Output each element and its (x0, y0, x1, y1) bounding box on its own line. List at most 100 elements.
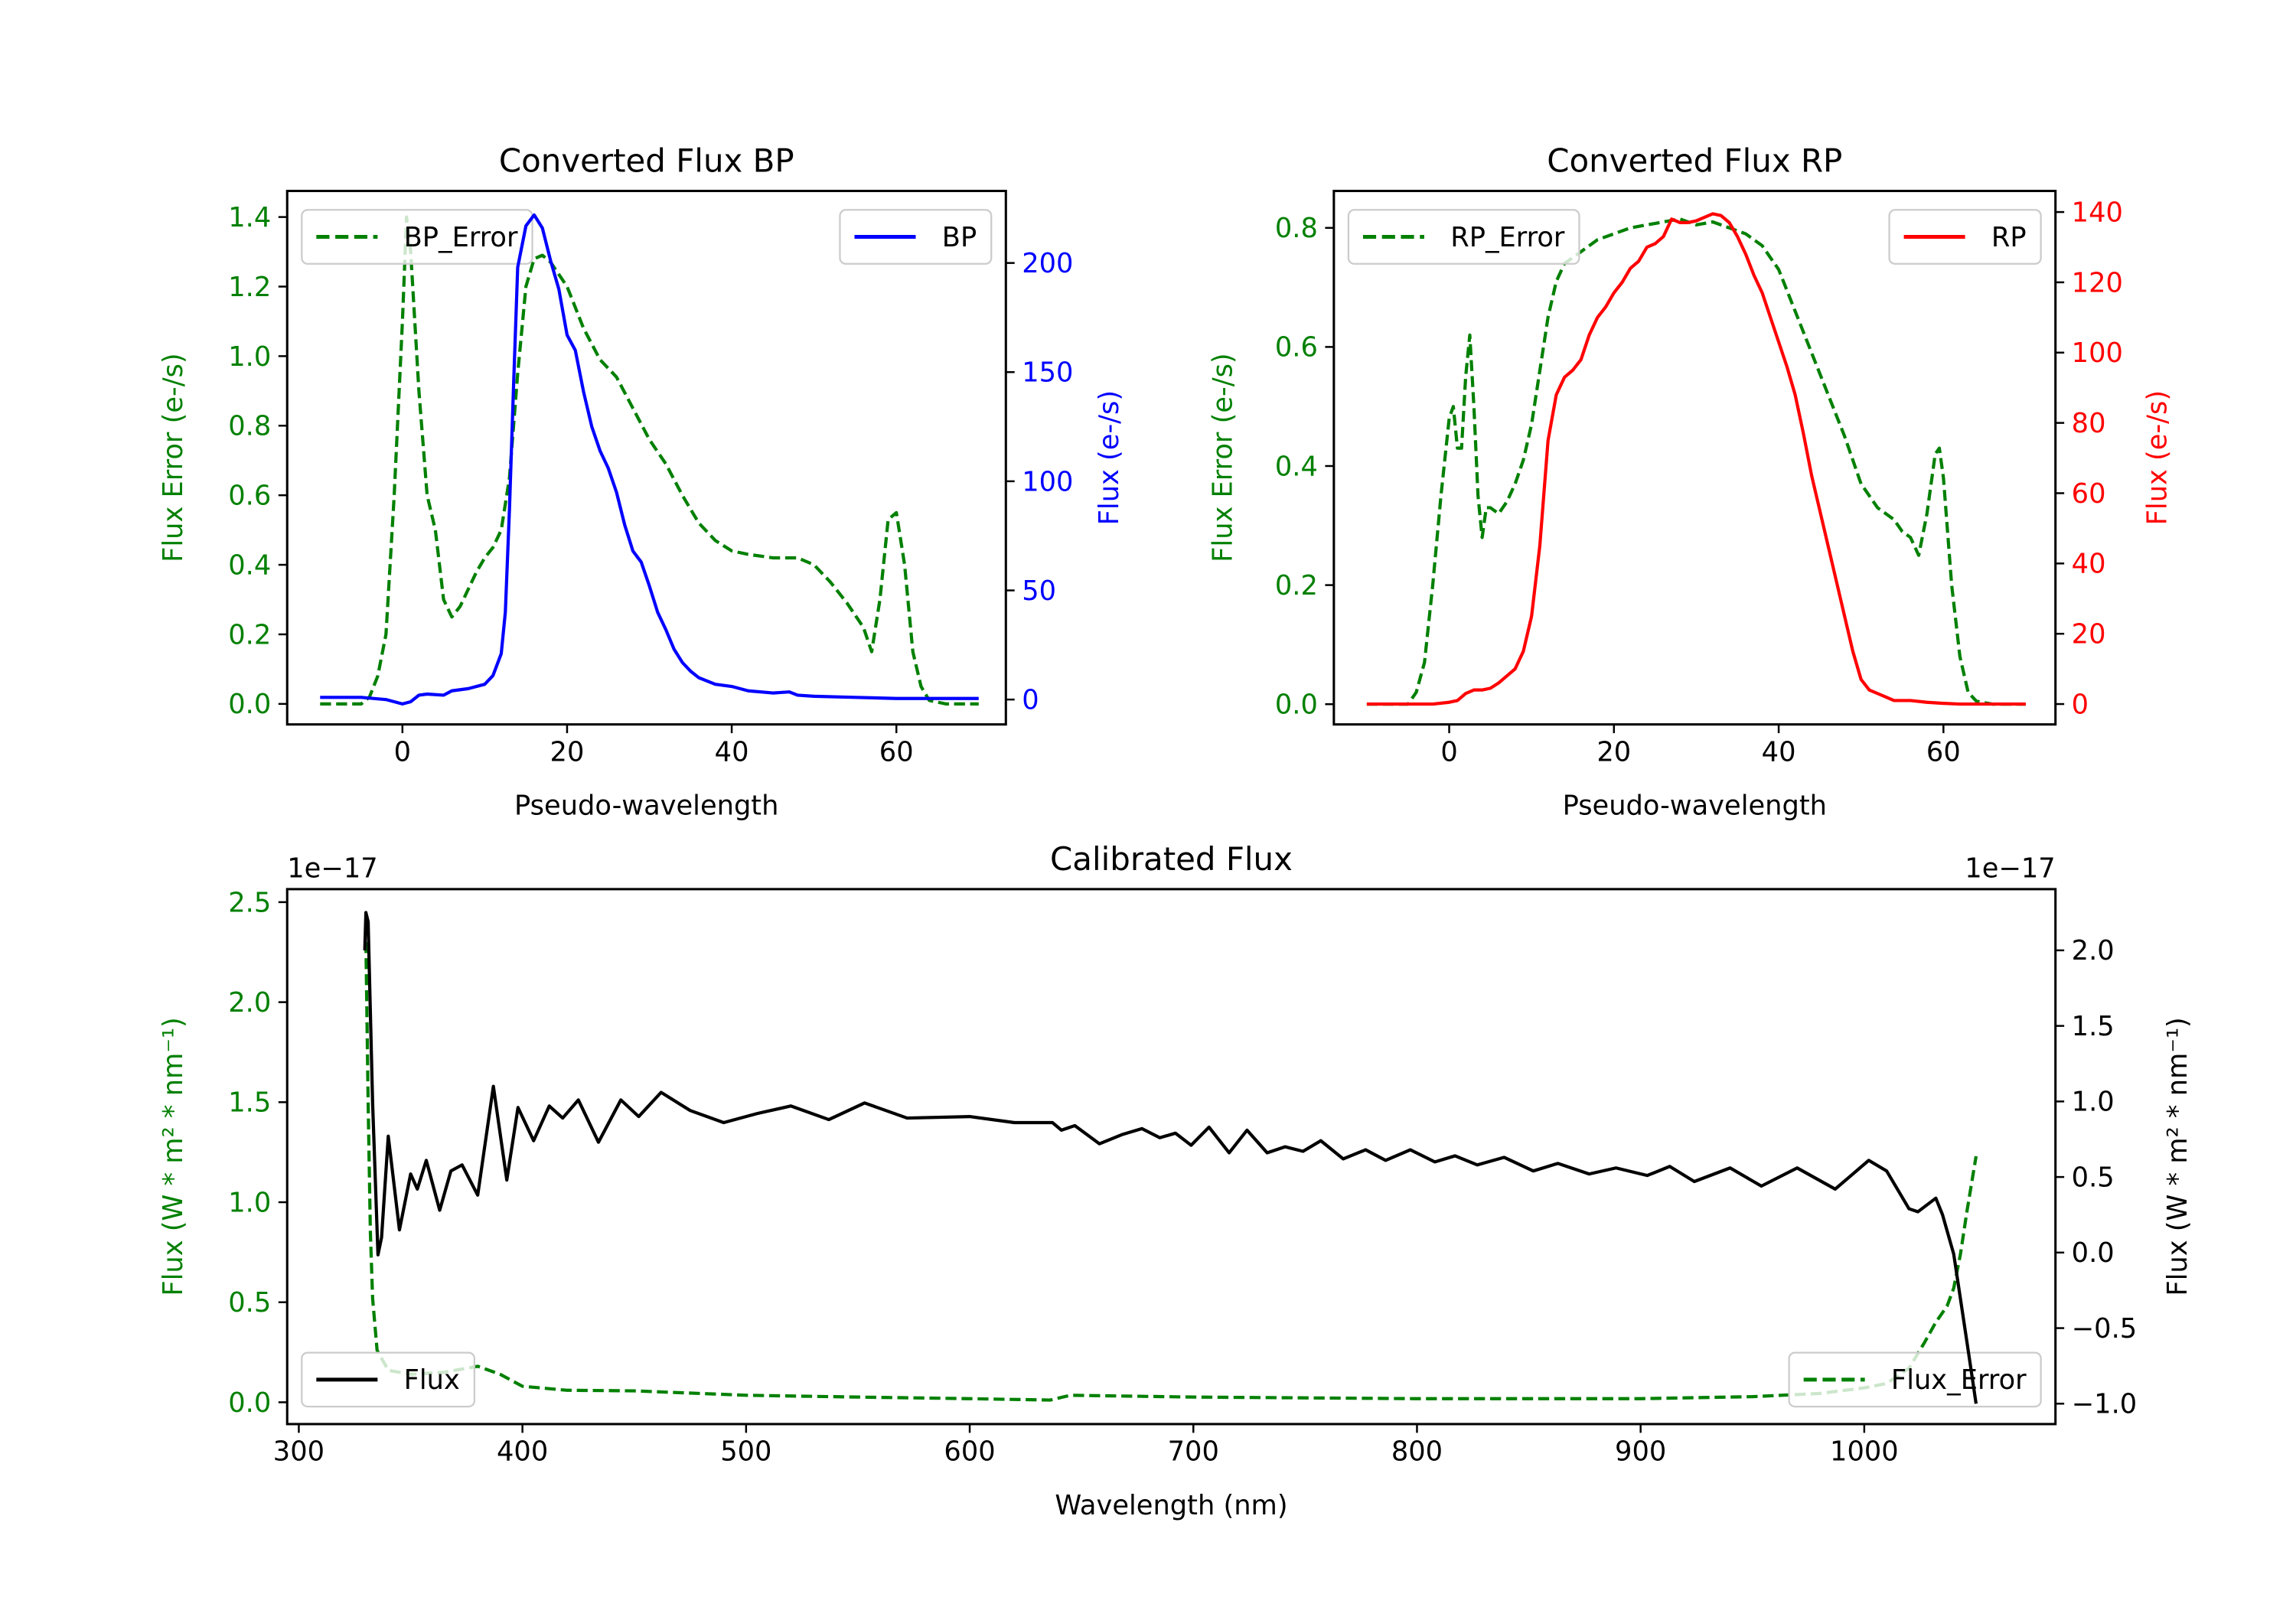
legend-flux: Flux (301, 1351, 476, 1408)
plot-area (287, 191, 1006, 725)
x-tick-label: 1000 (1830, 1436, 1899, 1468)
plot-area (287, 888, 2056, 1424)
chart-title: Calibrated Flux (1050, 840, 1293, 878)
axes-frame (285, 888, 2057, 1426)
y-right-axis-label: Flux (e-/s) (2141, 390, 2173, 525)
y-left-tick-label: 0.8 (228, 411, 271, 442)
y-right-tick-label: −1.0 (2072, 1389, 2138, 1420)
series-line-bp (320, 213, 979, 706)
y-left-tick-label: 0.4 (1275, 451, 1318, 482)
y-right-tick-label: 60 (2072, 478, 2106, 510)
legend-box (1347, 209, 1580, 265)
y-right-tick-label: 80 (2072, 408, 2106, 439)
y-right-tick-label: −0.5 (2072, 1313, 2138, 1345)
legend-label: Flux_Error (1891, 1364, 2027, 1396)
y-left-tick-label: 1.2 (228, 272, 271, 303)
x-tick-label: 500 (720, 1436, 771, 1468)
y-right-tick-label: 150 (1022, 357, 1073, 389)
y-left-tick-label: 0.2 (1275, 570, 1318, 601)
x-tick-label: 300 (273, 1436, 325, 1468)
y-left-tick-label: 1.0 (228, 1187, 271, 1218)
y-right-tick-label: 140 (2072, 197, 2123, 228)
series-line-bp-error (320, 215, 979, 706)
x-tick-label: 0 (394, 736, 411, 768)
x-tick-label: 60 (1926, 736, 1961, 768)
legend-label: RP_Error (1450, 222, 1565, 253)
y-right-tick-label: 0.0 (2072, 1237, 2115, 1269)
y-left-tick-label: 2.5 (228, 887, 271, 918)
y-right-tick-label: 120 (2072, 267, 2123, 298)
y-right-offset-text: 1e−17 (1965, 853, 2055, 885)
legend-bp: BP (839, 209, 993, 265)
legend-label: RP (1991, 222, 2027, 253)
y-left-axis-label: Flux Error (e-/s) (158, 353, 189, 562)
x-tick-label: 800 (1391, 1436, 1443, 1468)
y-right-tick-label: 1.0 (2072, 1087, 2115, 1118)
x-tick-label: 900 (1615, 1436, 1666, 1468)
x-tick-label: 700 (1168, 1436, 1219, 1468)
y-left-axis-label: Flux Error (e-/s) (1208, 353, 1239, 562)
calibrated-flux-panel: Flux_Error Flux 300 400 500 600 700 800 900 1000 0… (158, 840, 2193, 1521)
x-axis-label: Pseudo-wavelength (514, 790, 778, 822)
series-line-rp-error (1366, 217, 2026, 706)
x-tick-label: 40 (1762, 736, 1796, 768)
x-tick-label: 400 (497, 1436, 548, 1468)
plot-area (1333, 191, 2056, 725)
y-right-tick-label: 0.5 (2072, 1162, 2115, 1193)
legend-bp-error: BP_Error (301, 209, 533, 265)
x-tick-label: 0 (1440, 736, 1457, 768)
x-axis-label: Pseudo-wavelength (1563, 790, 1827, 822)
legend-rp-error: RP_Error (1347, 209, 1580, 265)
legend-flux-error: Flux_Error (1788, 1351, 2042, 1408)
y-right-tick-label: 100 (2072, 337, 2123, 369)
y-right-tick-label: 20 (2072, 619, 2106, 650)
y-left-tick-label: 1.4 (228, 202, 271, 233)
y-left-tick-label: 0.0 (228, 1387, 271, 1419)
y-left-tick-label: 0.0 (228, 689, 271, 720)
axes-frame (285, 190, 1007, 726)
y-right-tick-label: 50 (1022, 575, 1056, 607)
legend-box (1888, 209, 2042, 265)
y-right-axis-label: Flux (e-/s) (1094, 390, 1125, 525)
y-right-axis-label: Flux (W * m² * nm⁻¹) (2162, 1017, 2193, 1296)
legend-label: BP_Error (404, 222, 518, 253)
y-left-tick-label: 1.5 (228, 1087, 271, 1119)
chart-title: Converted Flux BP (499, 142, 794, 180)
y-left-tick-label: 0.2 (228, 619, 271, 650)
y-left-tick-label: 2.0 (228, 987, 271, 1019)
y-right-tick-label: 1.5 (2072, 1011, 2115, 1042)
y-left-tick-label: 0.6 (228, 481, 271, 512)
y-left-axis-label: Flux (W * m² * nm⁻¹) (158, 1017, 189, 1296)
x-axis-label: Wavelength (nm) (1055, 1490, 1287, 1521)
legend-label: BP (942, 222, 977, 253)
y-left-tick-label: 0.0 (1275, 689, 1318, 721)
legend-box (1788, 1351, 2042, 1408)
axes-frame (1332, 190, 2057, 726)
rp-flux-panel: RP_Error RP 0 20 40 60 0.0 0.2 0.4 0.6 0.8 0 20 40 60 8… (1208, 142, 2174, 822)
y-left-tick-label: 1.0 (228, 341, 271, 373)
x-tick-label: 20 (1596, 736, 1631, 768)
series-line-rp (1366, 212, 2026, 706)
y-right-tick-label: 0 (2072, 689, 2089, 720)
y-left-tick-label: 0.4 (228, 549, 271, 581)
y-left-offset-text: 1e−17 (287, 853, 377, 885)
y-right-tick-label: 40 (2072, 549, 2106, 580)
y-right-tick-label: 100 (1022, 466, 1073, 497)
series-line-flux (363, 911, 1978, 1404)
chart-title: Converted Flux RP (1547, 142, 1842, 180)
x-tick-label: 60 (879, 736, 914, 768)
legend-label: Flux (404, 1364, 460, 1396)
legend-box (301, 1351, 476, 1408)
legend-rp: RP (1888, 209, 2042, 265)
y-right-tick-label: 2.0 (2072, 935, 2115, 966)
y-right-tick-label: 200 (1022, 248, 1073, 279)
y-left-tick-label: 0.8 (1275, 213, 1318, 244)
y-right-tick-label: 0 (1022, 685, 1039, 716)
y-left-tick-label: 0.6 (1275, 332, 1318, 363)
legend-box (301, 209, 533, 265)
bp-flux-panel: BP_Error BP 0 20 40 60 0.0 0.2 0.4 0.6 0.8 1.0 1.2 1.… (158, 142, 1125, 822)
x-tick-label: 20 (550, 736, 585, 768)
x-tick-label: 600 (944, 1436, 995, 1468)
x-tick-label: 40 (715, 736, 749, 768)
